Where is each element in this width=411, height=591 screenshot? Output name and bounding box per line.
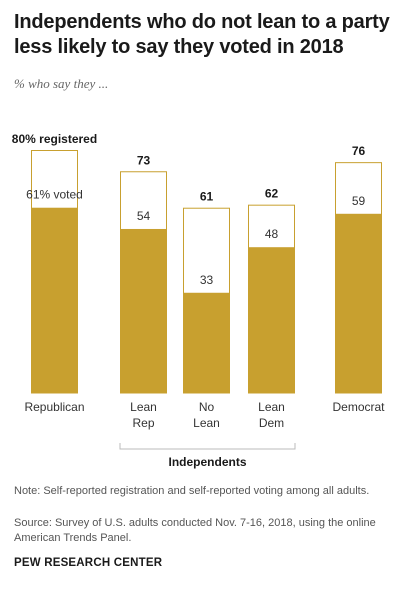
chart-note: Note: Self-reported registration and sel… (14, 485, 370, 497)
group-label-independents: Independents (168, 455, 246, 469)
voted-value-label: 33 (200, 273, 214, 287)
category-label: Dem (259, 416, 284, 430)
voted-bar (248, 247, 295, 393)
chart-title: Independents who do not lean to a party … (14, 11, 390, 58)
credit-line: PEW RESEARCH CENTER (14, 557, 163, 569)
category-label: Rep (132, 416, 154, 430)
voted-value-label: 54 (137, 209, 151, 223)
chart-source: Source: Survey of U.S. adults conducted … (14, 517, 376, 544)
category-label: Lean (193, 416, 220, 430)
registered-value-label: 61 (200, 190, 214, 204)
voted-bar (31, 207, 78, 393)
voted-bar (335, 213, 382, 393)
category-label: Republican (24, 400, 84, 414)
registered-value-label: 73 (137, 153, 151, 167)
registered-value-label: 80% registered (12, 132, 97, 146)
voted-bar (183, 292, 230, 393)
registered-value-label: 62 (265, 187, 279, 201)
voted-value-label: 59 (352, 194, 366, 208)
voted-value-label: 61% voted (26, 188, 83, 202)
registered-value-label: 76 (352, 144, 366, 158)
bar-chart: 80% registered 61% voted Republican 73 54 Lea… (12, 132, 385, 469)
category-label: Lean (258, 400, 285, 414)
category-label: Democrat (332, 400, 385, 414)
independents-bracket (119, 443, 296, 450)
voted-value-label: 48 (265, 227, 279, 241)
voted-bar (120, 228, 167, 393)
category-label: No (199, 400, 215, 414)
chart-subtitle: % who say they ... (14, 76, 109, 91)
category-label: Lean (130, 400, 157, 414)
